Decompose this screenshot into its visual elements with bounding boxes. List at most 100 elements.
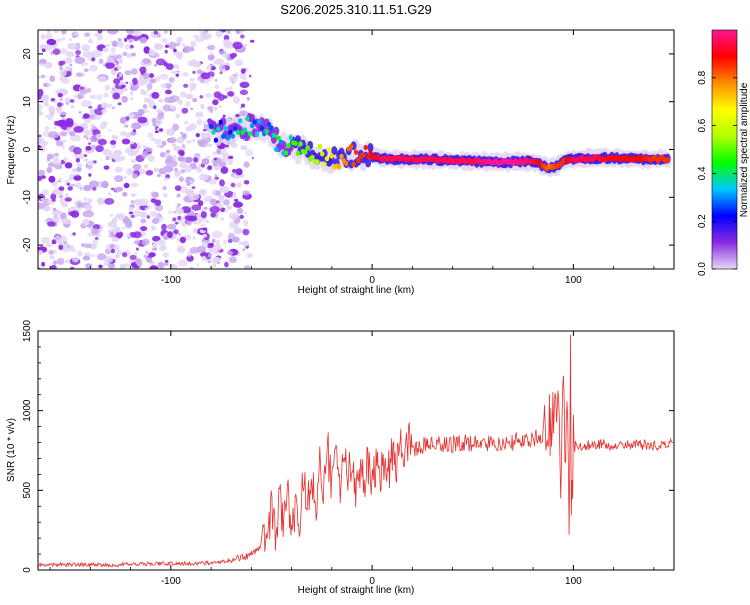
noise-blob <box>174 222 179 225</box>
noise-blob <box>57 93 63 98</box>
noise-blob <box>189 88 193 92</box>
noise-blob <box>212 99 219 106</box>
noise-blob <box>69 131 76 137</box>
noise-blob <box>58 48 68 55</box>
noise-blob <box>79 86 85 90</box>
noise-blob <box>186 140 192 144</box>
snr-panel: -100 0 100 0 500 1000 1500 Height of straight… <box>6 319 675 596</box>
noise-blob <box>173 64 180 70</box>
noise-blob <box>170 95 173 99</box>
noise-blob <box>68 244 75 251</box>
noise-blob <box>61 144 65 149</box>
noise-blob <box>205 220 209 224</box>
noise-blob <box>149 265 159 269</box>
noise-blob <box>114 213 126 220</box>
noise-blob <box>125 30 134 34</box>
noise-blob <box>42 189 49 196</box>
ridge-core <box>237 118 243 124</box>
snr-x-tick-label: 0 <box>369 576 375 587</box>
noise-blob <box>64 241 68 245</box>
noise-blob <box>89 64 98 72</box>
noise-blob <box>193 61 202 68</box>
noise-blob <box>193 157 199 163</box>
noise-blob <box>111 87 116 91</box>
noise-blob <box>136 78 148 86</box>
noise-blob <box>129 232 137 238</box>
ridge-core <box>249 123 255 129</box>
noise-blob <box>149 78 156 84</box>
noise-blob <box>102 47 109 53</box>
noise-blob <box>154 214 160 219</box>
noise-blob <box>160 38 168 43</box>
noise-blob <box>44 126 50 131</box>
noise-blob <box>129 85 138 91</box>
noise-blob <box>68 211 75 216</box>
noise-blob <box>139 211 148 218</box>
ridge-core <box>356 158 361 164</box>
noise-blob <box>228 212 239 220</box>
noise-blob <box>221 158 226 162</box>
noise-blob <box>115 232 123 239</box>
noise-blob <box>239 110 247 117</box>
snr-y-tick-label: 500 <box>22 482 33 499</box>
colorbar-ticks: 0.0 0.2 0.4 0.6 0.8 <box>697 70 737 276</box>
noise-blob <box>207 165 213 170</box>
noise-blob <box>215 240 220 245</box>
noise-blob <box>222 95 228 99</box>
noise-blob <box>130 159 136 164</box>
noise-blob <box>38 76 41 79</box>
noise-blob <box>126 168 134 176</box>
spectrogram-x-axis: -100 0 100 <box>49 30 655 286</box>
noise-blob <box>243 180 250 185</box>
noise-blob <box>46 38 57 46</box>
noise-blob <box>212 151 217 155</box>
noise-blob <box>130 97 133 101</box>
noise-blob <box>87 198 93 204</box>
snr-x-axis: -100 0 100 <box>49 331 655 587</box>
noise-blob <box>174 185 182 192</box>
noise-blob <box>76 163 83 168</box>
noise-blob <box>176 203 181 207</box>
noise-blob <box>234 59 244 67</box>
noise-blob <box>95 145 104 153</box>
noise-blob <box>38 88 44 97</box>
spectrogram-x-tick-label: 100 <box>565 275 582 286</box>
noise-blob <box>135 258 142 265</box>
noise-blob <box>154 199 162 206</box>
noise-blob <box>104 198 115 205</box>
noise-blob <box>242 219 249 227</box>
noise-blob <box>52 207 57 212</box>
noise-blob <box>82 50 93 58</box>
noise-blob <box>168 210 173 214</box>
noise-blob <box>144 147 153 153</box>
ridge-core <box>269 125 274 131</box>
noise-blob <box>128 148 133 153</box>
noise-blob <box>159 128 164 132</box>
noise-blob <box>172 123 180 131</box>
ridge-core <box>351 161 356 167</box>
noise-blob <box>239 72 247 80</box>
noise-blob <box>198 189 207 196</box>
ridge-core <box>310 154 315 160</box>
ridge-core <box>225 135 231 141</box>
noise-blob <box>218 161 227 167</box>
noise-blob <box>215 190 221 196</box>
noise-blob <box>161 223 167 231</box>
noise-blob <box>111 217 118 225</box>
ridge-core <box>211 129 216 135</box>
noise-blob <box>156 113 165 120</box>
noise-blob <box>213 157 217 161</box>
ridge-core <box>293 140 298 146</box>
noise-blob <box>47 221 56 227</box>
noise-blob <box>212 160 218 167</box>
noise-blob <box>41 197 45 202</box>
noise-blob <box>88 38 93 44</box>
noise-blob <box>75 158 80 163</box>
noise-blob <box>143 46 151 54</box>
ridge-core <box>274 146 279 152</box>
noise-blob <box>48 175 56 183</box>
noise-blob <box>234 198 239 202</box>
noise-blob <box>199 30 205 34</box>
ridge-core <box>336 164 342 170</box>
